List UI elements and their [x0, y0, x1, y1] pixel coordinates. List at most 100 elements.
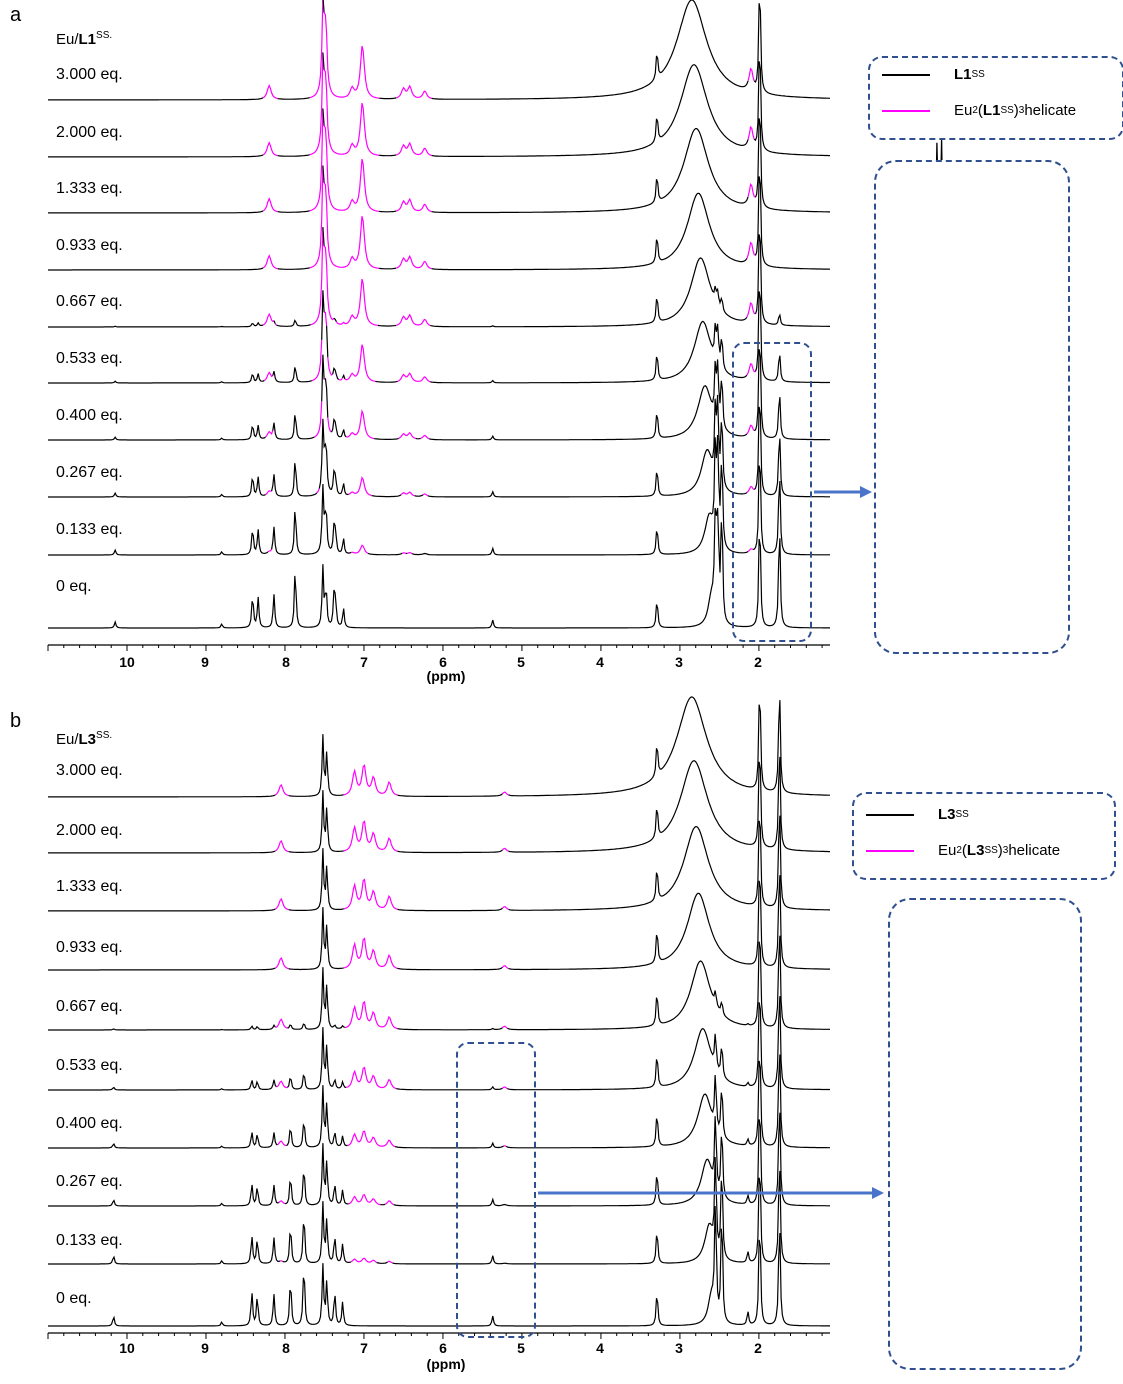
helicate-trace-segment: [395, 141, 432, 157]
helicate-trace-segment: [314, 401, 323, 438]
ligand-trace-segment: [48, 425, 266, 441]
title-ligand: L1: [78, 31, 97, 48]
x-tick-label: 5: [517, 1340, 525, 1356]
legend-b: L3 SS Eu 2(L3 SS) 3 helicate: [852, 792, 1116, 880]
helicate-trace-segment: [265, 430, 274, 438]
ligand-trace-segment: [326, 325, 329, 358]
helicate-trace-segment: [502, 1025, 508, 1029]
legend-item-ligand: L3 SS: [866, 806, 969, 823]
ligand-trace-segment: [431, 0, 749, 100]
legend-a: L1 SS Eu 2(L1 SS) 3 helicate: [868, 56, 1123, 140]
legend-ligand: L3: [966, 842, 985, 859]
ligand-trace-segment: [753, 61, 830, 157]
helicate-trace-segment: [503, 1145, 507, 1147]
ligand-trace-segment: [414, 494, 424, 497]
ligand-trace-segment: [277, 97, 310, 100]
ligand-trace-segment: [48, 908, 276, 912]
ligand-trace-segment: [379, 154, 397, 157]
ligand-trace-segment: [505, 1054, 830, 1149]
title-sup: SS.: [96, 30, 113, 41]
legend-sub: 3: [1002, 845, 1009, 856]
helicate-trace-segment: [344, 344, 376, 382]
helicate-trace-segment: [395, 84, 432, 99]
helicate-trace-segment: [420, 434, 430, 440]
helicate-trace-segment: [338, 377, 343, 381]
ligand-trace-segment: [271, 483, 352, 555]
ligand-trace-segment: [48, 267, 264, 271]
helicate-trace-segment: [347, 1130, 396, 1148]
helicate-trace-segment: [350, 544, 369, 554]
ligand-trace-segment: [318, 418, 349, 496]
helicate-trace-segment: [262, 197, 278, 213]
helicate-trace-segment: [502, 905, 509, 910]
helicate-trace-segment: [398, 431, 416, 440]
legend-paren: (: [977, 102, 983, 119]
ligand-trace-segment: [377, 324, 397, 327]
ligand-trace-segment: [324, 378, 329, 418]
trace-label: 0.533 eq.: [56, 350, 123, 367]
ligand-trace-segment: [397, 907, 503, 912]
helicate-trace-segment: [747, 183, 756, 198]
ligand-trace-segment: [753, 3, 831, 99]
trace-label: 3.000 eq.: [56, 762, 123, 779]
helicate-trace-segment: [309, 52, 324, 156]
ligand-trace-segment: [332, 367, 340, 381]
legend-swatch-magenta: [866, 849, 914, 852]
ligand-trace-segment: [48, 529, 269, 556]
helicate-trace-segment: [746, 301, 756, 318]
ligand-trace-segment: [379, 267, 397, 270]
ligand-trace-segment: [48, 1132, 278, 1149]
ligand-trace-segment: [396, 1085, 503, 1091]
ligand-trace-segment: [48, 97, 264, 101]
helicate-trace-segment: [274, 957, 289, 970]
trace-label: 1.333 eq.: [56, 180, 123, 197]
ligand-trace-segment: [754, 176, 831, 270]
ligand-trace-segment: [411, 434, 749, 556]
x-tick-label: 6: [439, 1340, 447, 1356]
legend-paren: (: [961, 842, 967, 859]
trace-label: 0 eq.: [56, 1290, 92, 1307]
legend-label: Eu: [938, 842, 957, 859]
helicate-trace-segment: [274, 783, 289, 797]
legend-swatch-black: [866, 813, 914, 816]
x-tick-label: 3: [675, 654, 683, 670]
legend-sup: SS: [955, 809, 969, 820]
ligand-trace-segment: [397, 793, 503, 798]
helicate-trace-segment: [502, 1086, 508, 1090]
panel-a-letter: a: [10, 4, 22, 26]
ligand-trace-segment: [754, 118, 830, 213]
title-sup: SS.: [96, 730, 113, 741]
ligand-trace-segment: [284, 1143, 349, 1206]
legend-item-helicate: Eu 2(L1 SS) 3 helicate: [882, 102, 1076, 119]
x-tick-label: 9: [201, 654, 209, 670]
ligand-trace-segment: [508, 696, 830, 797]
legend-ligand: L1: [982, 102, 1001, 119]
trace-label: 0.400 eq.: [56, 1115, 123, 1132]
ligand-trace-segment: [508, 756, 830, 853]
ligand-trace-segment: [288, 848, 344, 912]
ligand-trace-segment: [48, 154, 264, 158]
helicate-trace-segment: [502, 965, 509, 970]
zoom-arrow-a-head: [860, 486, 872, 498]
x-tick-label: 8: [282, 1340, 290, 1356]
helicate-trace-segment: [422, 493, 429, 497]
ligand-trace-segment: [394, 1141, 505, 1149]
helicate-trace-segment: [346, 409, 375, 440]
trace-label: 0 eq.: [56, 578, 92, 595]
ligand-trace-segment: [380, 1203, 386, 1206]
x-axis-label: (ppm): [426, 668, 466, 684]
ligand-trace-segment: [397, 1027, 503, 1031]
ligand-trace-segment: [288, 907, 344, 971]
helicate-trace-segment: [278, 1200, 286, 1205]
helicate-trace-segment: [309, 108, 324, 212]
ligand-trace-segment: [322, 0, 325, 13]
trace-label: 2.000 eq.: [56, 822, 123, 839]
legend-sup: SS: [1000, 105, 1014, 116]
ligand-trace-segment: [272, 367, 313, 383]
helicate-trace-segment: [747, 548, 754, 552]
ligand-trace-segment: [277, 210, 310, 213]
trace-label: 0.933 eq.: [56, 939, 123, 956]
helicate-trace-segment: [327, 357, 334, 376]
ligand-trace-segment: [48, 1024, 276, 1031]
x-tick-label: 10: [119, 1340, 135, 1356]
